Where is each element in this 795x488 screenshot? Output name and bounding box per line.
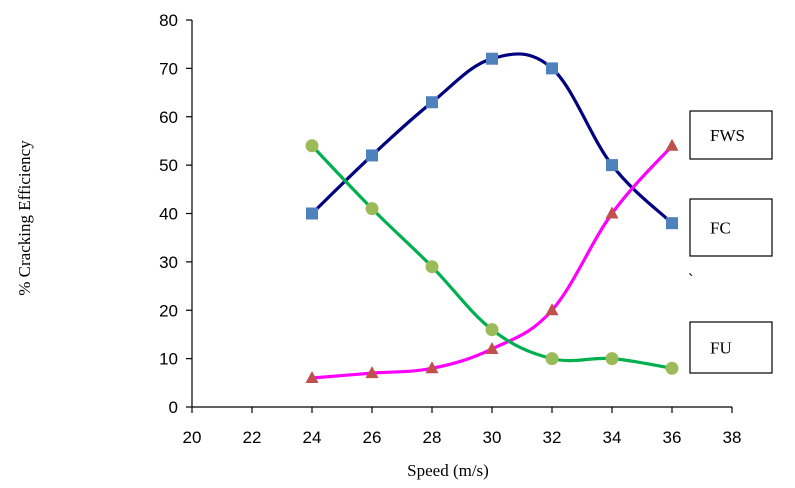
x-tick-label: 30: [483, 428, 502, 447]
x-tick-label: 28: [423, 428, 442, 447]
x-axis-title: Speed (m/s): [407, 461, 489, 480]
x-tick-label: 34: [603, 428, 622, 447]
data-point-fc: [545, 303, 559, 316]
series-layer: [305, 52, 679, 383]
data-point-fu: [365, 202, 379, 216]
y-tick-label: 30: [159, 253, 178, 272]
series-fu: [305, 139, 679, 375]
legend: FWS FC FU: [689, 110, 773, 374]
x-tick-label: 26: [363, 428, 382, 447]
data-point-fu: [425, 260, 439, 274]
legend-label-fu: FU: [710, 339, 732, 358]
series-fws: [306, 52, 678, 230]
series-line-fws: [310, 52, 674, 225]
data-point-fu: [605, 352, 619, 366]
data-point-fc: [605, 206, 619, 219]
x-tick-label: 20: [183, 428, 202, 447]
legend-label-fws: FWS: [710, 126, 745, 145]
data-point-fws: [486, 52, 498, 65]
data-point-fc: [665, 138, 679, 151]
legend-box-fu: [689, 321, 773, 374]
x-tick-label: 22: [243, 428, 262, 447]
data-point-fu: [305, 139, 319, 153]
data-point-fu: [545, 352, 559, 366]
data-point-fc: [425, 361, 439, 374]
legend-box-fws: [689, 110, 773, 160]
data-point-fws: [306, 207, 318, 220]
y-tick-label: 0: [169, 398, 178, 417]
y-tick-label: 60: [159, 108, 178, 127]
data-point-fws: [366, 149, 378, 162]
legend-box-fc: [689, 198, 773, 257]
data-point-fu: [485, 323, 499, 337]
data-point-fc: [365, 366, 379, 379]
data-point-fu: [665, 361, 679, 375]
stray-mark: `: [688, 271, 694, 290]
x-tick-label: 32: [543, 428, 562, 447]
data-point-fc: [305, 370, 319, 383]
y-tick-label: 50: [159, 156, 178, 175]
y-tick-label: 40: [159, 205, 178, 224]
data-point-fws: [666, 217, 678, 230]
x-tick-label: 38: [723, 428, 742, 447]
data-point-fws: [546, 62, 558, 75]
data-point-fws: [426, 96, 438, 109]
x-tick-label: 24: [303, 428, 322, 447]
y-axis-title: % Cracking Efficiency: [15, 140, 34, 296]
axes: 20 22 24 26 28 30 32 34 36 38 0 10 20 30 40 50 60 70 80: [159, 11, 741, 447]
y-tick-label: 10: [159, 350, 178, 369]
x-tick-label: 36: [663, 428, 682, 447]
data-point-fc: [485, 341, 499, 354]
series-fc: [305, 138, 679, 383]
y-tick-label: 20: [159, 301, 178, 320]
data-point-fws: [606, 159, 618, 172]
legend-label-fc: FC: [710, 219, 731, 238]
y-tick-label: 80: [159, 11, 178, 30]
y-tick-label: 70: [159, 59, 178, 78]
